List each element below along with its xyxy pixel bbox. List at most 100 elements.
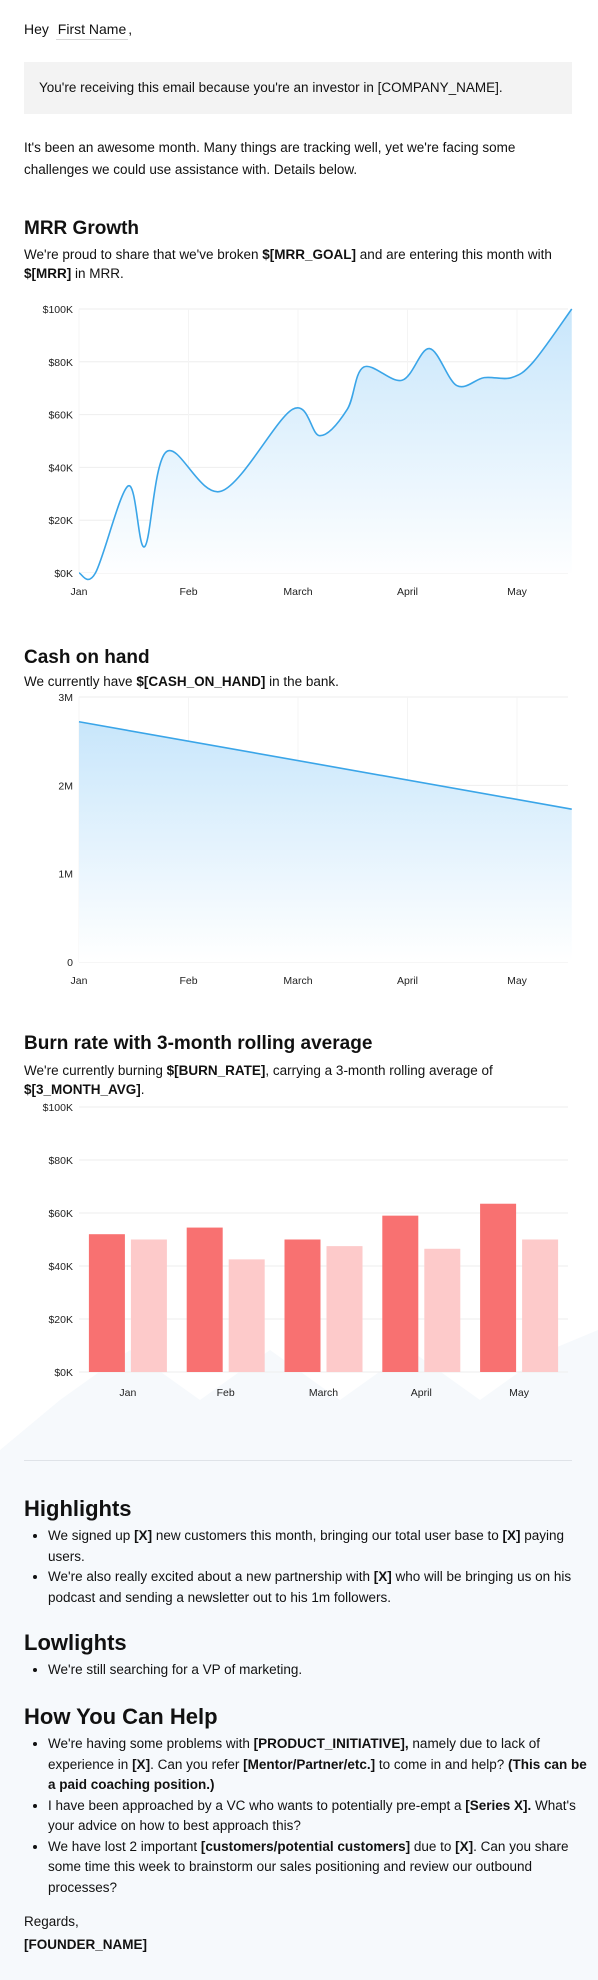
burn-text-5: . xyxy=(140,1082,145,1097)
series-line xyxy=(78,720,572,810)
bar xyxy=(186,1227,223,1372)
item-text: due to xyxy=(410,1838,456,1854)
section-divider xyxy=(24,1460,572,1461)
intro-paragraph: It's been an awesome month. Many things … xyxy=(24,140,516,177)
y-tick-label: $80K xyxy=(48,1155,73,1167)
item-placeholder: [X] xyxy=(373,1569,392,1584)
lowlights-title: Lowlights xyxy=(24,1630,127,1655)
item-placeholder: [X] xyxy=(132,1756,151,1772)
bar xyxy=(130,1239,167,1372)
bar xyxy=(88,1234,125,1372)
y-tick-label: $60K xyxy=(48,1208,73,1220)
burn-avg: $[3_MONTH_AVG] xyxy=(24,1082,141,1097)
item-text: . Can you refer xyxy=(150,1756,244,1772)
founder-name: [FOUNDER_NAME] xyxy=(24,1937,147,1952)
y-tick-label: $20K xyxy=(48,1314,73,1326)
first-name-field: First Name xyxy=(55,19,129,40)
item-text: I have been approached by a VC who wants… xyxy=(48,1797,466,1813)
x-tick-label: May xyxy=(507,975,528,987)
greeting: Hey First Name, xyxy=(24,19,132,40)
item-placeholder: [X] xyxy=(502,1528,521,1543)
regards-text: Regards, xyxy=(24,1914,79,1929)
item-text: We signed up xyxy=(48,1528,135,1543)
y-tick-label: $40K xyxy=(48,1261,73,1273)
y-tick-label: $0K xyxy=(54,1367,73,1379)
item-text: to come in and help? xyxy=(375,1756,508,1772)
investor-notice: You're receiving this email because you'… xyxy=(24,62,572,114)
greeting-prefix: Hey xyxy=(24,21,49,37)
x-tick-label: March xyxy=(283,586,312,598)
y-tick-label: $100K xyxy=(43,1102,73,1114)
item-placeholder: [Series X]. xyxy=(465,1797,532,1813)
item-placeholder: [PRODUCT_INITIATIVE], xyxy=(253,1736,409,1751)
bar xyxy=(284,1239,321,1372)
item-text: What's your advice on how to best approa… xyxy=(48,1797,576,1834)
burn-title: Burn rate with 3-month rolling average xyxy=(24,1033,373,1054)
cash-value: $[CASH_ON_HAND] xyxy=(136,674,266,689)
x-tick-label: May xyxy=(509,1387,530,1399)
burn-rate-chart: $0K $20K $40K $60K $80K $100K Jan Feb March April… xyxy=(43,1102,568,1399)
mrr-text-1: We're proud to share that we've broken xyxy=(24,247,263,262)
x-tick-label: Jan xyxy=(71,975,88,987)
item-placeholder: [X] xyxy=(455,1838,474,1854)
x-tick-label: April xyxy=(397,586,418,598)
help-title: How You Can Help xyxy=(24,1704,218,1729)
x-tick-label: Jan xyxy=(119,1387,136,1399)
help-list: We're having some problems with [PRODUCT… xyxy=(24,1734,596,1898)
mrr-goal: $[MRR_GOAL] xyxy=(262,247,357,262)
bar xyxy=(326,1246,363,1372)
list-item: We're also really excited about a new pa… xyxy=(48,1567,596,1608)
cash-text: We currently have $[CASH_ON_HAND] in the… xyxy=(24,672,572,691)
y-tick-label: $60K xyxy=(48,410,73,422)
x-tick-label: Feb xyxy=(179,975,197,987)
burn-text-3: , carrying a 3-month rolling average of xyxy=(265,1063,493,1078)
burn-text: We're currently burning $[BURN_RATE], ca… xyxy=(24,1061,572,1099)
y-tick-label: 1M xyxy=(58,869,73,881)
cash-text-3: in the bank. xyxy=(265,674,339,689)
y-tick-label: $0K xyxy=(54,568,73,580)
burn-rate: $[BURN_RATE] xyxy=(166,1063,266,1078)
y-tick-label: $40K xyxy=(48,462,73,474)
x-tick-label: April xyxy=(397,975,418,987)
y-tick-label: $100K xyxy=(43,304,73,316)
cash-text-1: We currently have xyxy=(24,674,137,689)
mrr-text: We're proud to share that we've broken $… xyxy=(24,245,572,283)
list-item: I have been approached by a VC who wants… xyxy=(48,1796,596,1837)
item-placeholder: [Mentor/Partner/etc.] xyxy=(243,1756,376,1772)
list-item: We're having some problems with [PRODUCT… xyxy=(48,1734,596,1796)
x-tick-label: Feb xyxy=(217,1387,235,1399)
cash-on-hand-chart: 0 1M 2M 3M Jan Feb March April May xyxy=(58,692,572,987)
area-fill xyxy=(79,309,572,580)
list-item: We signed up [X] new customers this mont… xyxy=(48,1526,596,1567)
mrr-text-3: and are entering this month with xyxy=(356,247,552,262)
mrr-growth-chart: $0K $20K $40K $60K $80K $100K Jan Feb March April… xyxy=(43,304,573,598)
y-tick-label: 2M xyxy=(58,780,73,792)
cash-title: Cash on hand xyxy=(24,647,150,668)
highlights-list: We signed up [X] new customers this mont… xyxy=(24,1526,596,1608)
area-fill xyxy=(79,721,572,962)
y-tick-label: $80K xyxy=(48,357,73,369)
mrr-title: MRR Growth xyxy=(24,218,140,239)
x-tick-label: May xyxy=(507,586,528,598)
bar xyxy=(382,1215,419,1372)
y-tick-label: 3M xyxy=(58,692,73,704)
mrr-value: $[MRR] xyxy=(24,266,72,281)
bar xyxy=(522,1239,559,1372)
item-placeholder: [X] xyxy=(134,1528,153,1543)
bar xyxy=(228,1259,265,1372)
item-text: We're also really excited about a new pa… xyxy=(48,1569,374,1584)
y-tick-label: $20K xyxy=(48,515,73,527)
item-text: new customers this month, bringing our t… xyxy=(152,1528,503,1543)
item-text: paying users. xyxy=(48,1528,565,1564)
highlights-title: Highlights xyxy=(24,1496,132,1521)
item-placeholder: [customers/potential customers] xyxy=(200,1838,411,1854)
item-text: We're having some problems with xyxy=(48,1736,254,1751)
bar xyxy=(424,1248,461,1372)
item-text: . Can you share some time this week to b… xyxy=(48,1838,569,1895)
item-text: who will be bringing us on his podcast a… xyxy=(48,1569,572,1605)
x-tick-label: March xyxy=(283,975,312,987)
x-tick-label: March xyxy=(309,1387,338,1399)
y-tick-label: 0 xyxy=(67,957,73,969)
list-item: We're still searching for a VP of market… xyxy=(48,1660,596,1681)
